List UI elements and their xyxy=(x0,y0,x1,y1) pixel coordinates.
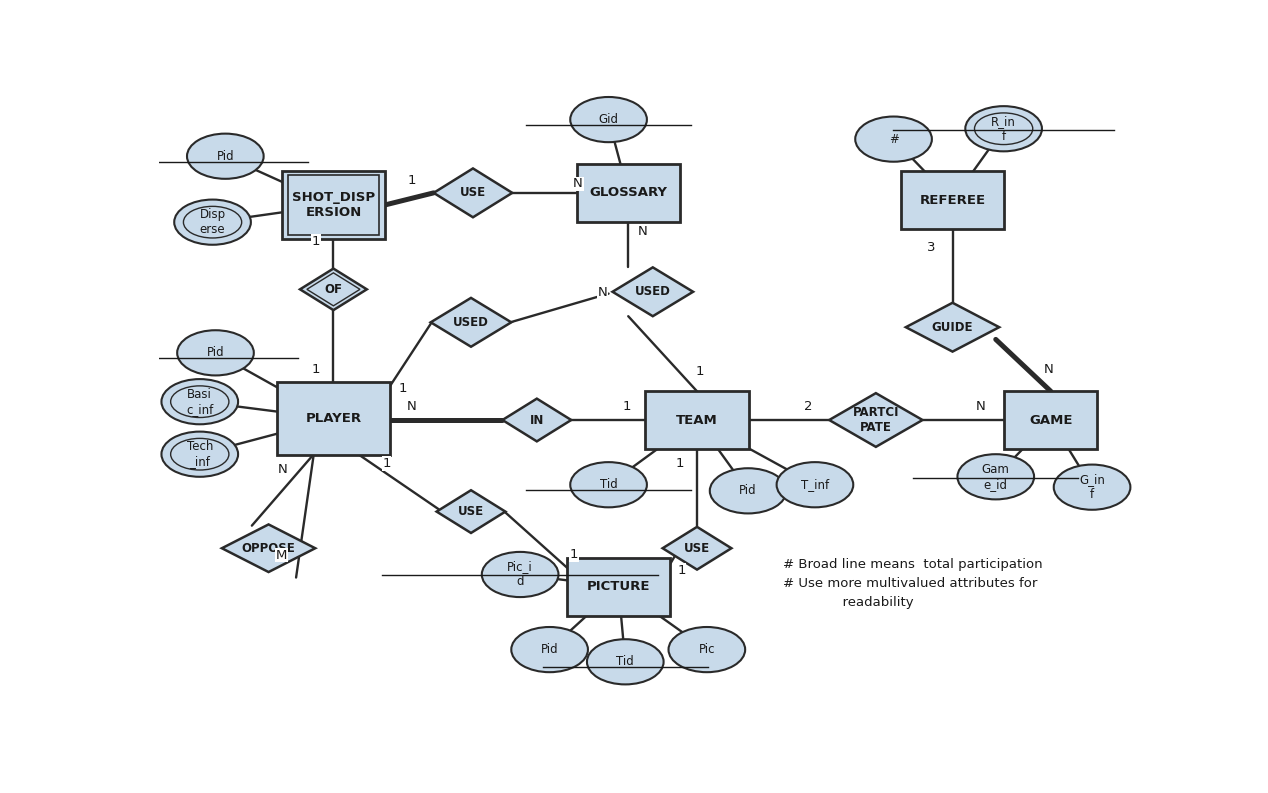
Polygon shape xyxy=(436,490,506,533)
Text: USE: USE xyxy=(460,186,486,199)
FancyBboxPatch shape xyxy=(281,171,385,239)
Polygon shape xyxy=(222,524,316,572)
Text: OPPOSE: OPPOSE xyxy=(242,542,295,555)
Text: 1: 1 xyxy=(675,457,683,469)
Text: USE: USE xyxy=(683,542,710,555)
Text: N: N xyxy=(407,400,417,413)
Polygon shape xyxy=(301,269,366,310)
Text: 1: 1 xyxy=(312,362,320,376)
Ellipse shape xyxy=(186,134,264,178)
Ellipse shape xyxy=(1054,465,1130,510)
Polygon shape xyxy=(434,168,512,217)
Text: N: N xyxy=(573,177,583,190)
Polygon shape xyxy=(612,267,694,316)
Ellipse shape xyxy=(161,379,238,424)
Text: 3: 3 xyxy=(927,241,936,255)
Text: Tid: Tid xyxy=(616,655,634,668)
Text: OF: OF xyxy=(325,283,342,296)
Text: 1: 1 xyxy=(407,174,416,187)
Text: PLAYER: PLAYER xyxy=(306,412,361,425)
Text: N: N xyxy=(976,400,987,413)
Text: Disp
erse: Disp erse xyxy=(199,209,226,236)
Text: SHOT_DISP
ERSION: SHOT_DISP ERSION xyxy=(292,191,375,219)
Polygon shape xyxy=(905,303,999,351)
FancyBboxPatch shape xyxy=(1004,391,1098,449)
Text: 1: 1 xyxy=(312,235,320,248)
Ellipse shape xyxy=(587,639,663,684)
Polygon shape xyxy=(431,298,511,347)
Text: #: # xyxy=(889,132,899,146)
Text: USED: USED xyxy=(453,316,489,329)
Ellipse shape xyxy=(965,106,1042,151)
Text: Tech
_inf: Tech _inf xyxy=(186,440,213,468)
Text: USED: USED xyxy=(635,285,671,298)
Ellipse shape xyxy=(161,431,238,477)
Text: GLOSSARY: GLOSSARY xyxy=(590,186,667,199)
Ellipse shape xyxy=(174,200,251,245)
Text: Gid: Gid xyxy=(598,113,619,126)
Polygon shape xyxy=(663,527,732,569)
Ellipse shape xyxy=(511,627,588,672)
Ellipse shape xyxy=(710,468,786,513)
FancyBboxPatch shape xyxy=(567,557,670,615)
Text: REFEREE: REFEREE xyxy=(919,193,985,207)
Text: N: N xyxy=(278,463,288,477)
Text: # Broad line means  total participation
# Use more multivalued attributes for
  : # Broad line means total participation #… xyxy=(782,558,1042,609)
Ellipse shape xyxy=(668,627,746,672)
Text: USE: USE xyxy=(458,505,484,518)
Ellipse shape xyxy=(482,552,558,597)
Text: N: N xyxy=(597,286,607,299)
Text: 1: 1 xyxy=(569,548,578,561)
Text: GUIDE: GUIDE xyxy=(932,320,974,334)
Text: IN: IN xyxy=(530,413,544,427)
Ellipse shape xyxy=(776,462,853,508)
FancyBboxPatch shape xyxy=(276,382,391,455)
Text: 1: 1 xyxy=(399,382,407,395)
Text: Basi
c_inf: Basi c_inf xyxy=(186,388,213,416)
Ellipse shape xyxy=(178,330,254,375)
Polygon shape xyxy=(829,393,923,447)
Text: Pid: Pid xyxy=(739,485,757,497)
Text: Pic_i
d: Pic_i d xyxy=(507,561,533,588)
FancyBboxPatch shape xyxy=(645,391,748,449)
Polygon shape xyxy=(502,399,571,442)
Text: 1: 1 xyxy=(623,400,630,413)
Ellipse shape xyxy=(571,97,647,142)
Ellipse shape xyxy=(571,462,647,508)
Text: TEAM: TEAM xyxy=(676,413,718,427)
Text: Pid: Pid xyxy=(217,150,235,163)
Text: PICTURE: PICTURE xyxy=(587,580,650,593)
Text: 1: 1 xyxy=(677,564,686,577)
Text: Pic: Pic xyxy=(699,643,715,656)
Text: Pid: Pid xyxy=(541,643,558,656)
Text: Tid: Tid xyxy=(600,478,618,491)
Text: 1: 1 xyxy=(382,457,391,470)
Text: Pid: Pid xyxy=(207,347,224,359)
Ellipse shape xyxy=(855,117,932,162)
Text: 1: 1 xyxy=(695,366,704,378)
Text: 2: 2 xyxy=(804,400,813,413)
Text: G_in
f: G_in f xyxy=(1079,473,1104,501)
Ellipse shape xyxy=(957,454,1035,500)
Text: N: N xyxy=(1044,362,1054,376)
FancyBboxPatch shape xyxy=(902,171,1004,229)
Text: T_inf: T_inf xyxy=(801,478,829,491)
Text: Gam
e_id: Gam e_id xyxy=(981,463,1009,491)
Text: PARTCI
PATE: PARTCI PATE xyxy=(852,406,899,434)
Text: R_in
f: R_in f xyxy=(992,115,1016,143)
FancyBboxPatch shape xyxy=(577,164,680,222)
Text: N: N xyxy=(638,225,648,238)
Text: GAME: GAME xyxy=(1030,413,1073,427)
Text: M: M xyxy=(276,549,288,561)
